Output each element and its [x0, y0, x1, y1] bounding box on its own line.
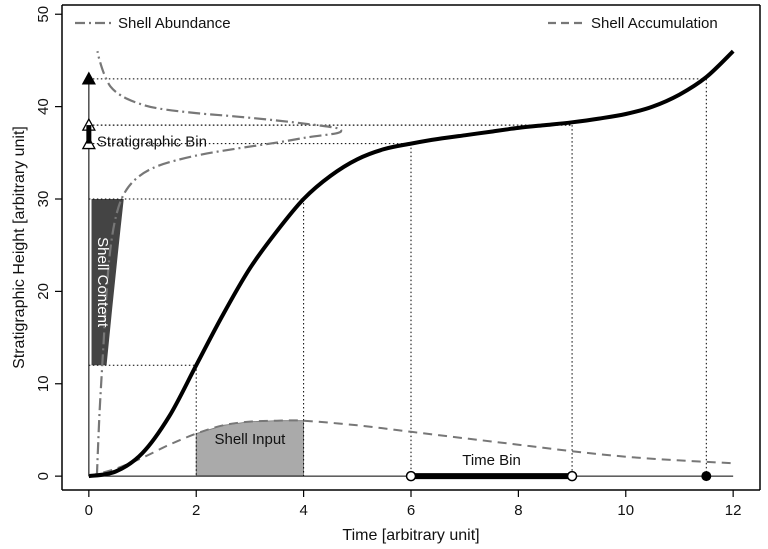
x-tick-label-6: 6: [407, 502, 415, 519]
shell-input-region: [195, 420, 305, 477]
annotations: Shell Content Shell Input Time Bin Stratigr…: [94, 134, 521, 469]
y-tick-label-0: 0: [35, 472, 52, 480]
y-tick-label-50: 50: [35, 6, 52, 23]
shell-content-label: Shell Content: [94, 237, 111, 328]
strat-marker-top: [81, 71, 96, 85]
y-axis-label: Stratigraphic Height [arbitrary unit]: [11, 126, 28, 369]
series-line-shell-accumulation: [88, 49, 735, 479]
legend-label-shell-abundance: Shell Abundance: [118, 15, 231, 32]
shell-input-label: Shell Input: [214, 431, 286, 448]
x-tick-label-8: 8: [514, 502, 522, 519]
y-tick-label-30: 30: [35, 191, 52, 208]
series-lines: [88, 49, 735, 479]
shaded-regions: [91, 199, 305, 477]
time-bin-end-marker: [566, 470, 578, 482]
x-tick-label-0: 0: [85, 502, 93, 519]
series-line-shell-input: [88, 419, 734, 478]
x-axis-label: Time [arbitrary unit]: [342, 527, 479, 544]
stratigraphic-bin-label: Stratigraphic Bin: [97, 134, 207, 151]
bin-markers: [81, 71, 734, 482]
y-tick-label-20: 20: [35, 283, 52, 300]
x-tick-label-2: 2: [192, 502, 200, 519]
ticks: 0 2 4 6 8 10 12 0 10 20 30 40 50 Time [arbitrary unit…: [11, 6, 741, 544]
legend: Shell Abundance Shell Accumulation: [75, 15, 718, 32]
x-tick-label-10: 10: [617, 502, 634, 519]
legend-label-shell-accumulation: Shell Accumulation: [591, 15, 718, 32]
time-bin-label: Time Bin: [462, 452, 521, 469]
time-bin-start-marker: [405, 470, 417, 482]
y-tick-label-40: 40: [35, 98, 52, 115]
shell-content-region: [91, 199, 124, 366]
time-point-marker: [701, 471, 712, 482]
x-tick-label-12: 12: [725, 502, 742, 519]
dotted-guides: [88, 78, 707, 477]
series-line-shell-abundance: [95, 50, 343, 477]
x-tick-label-4: 4: [299, 502, 307, 519]
y-tick-label-10: 10: [35, 375, 52, 392]
